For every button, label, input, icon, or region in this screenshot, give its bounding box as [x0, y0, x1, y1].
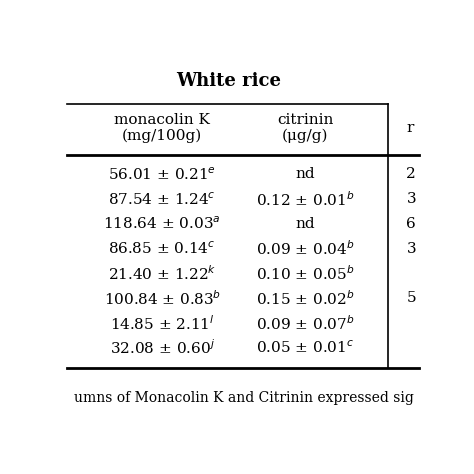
Text: 100.84 ± 0.83$^{b}$: 100.84 ± 0.83$^{b}$ [103, 289, 221, 308]
Text: 6: 6 [406, 217, 416, 231]
Text: 0.09 ± 0.07$^{b}$: 0.09 ± 0.07$^{b}$ [256, 314, 355, 333]
Text: 0.10 ± 0.05$^{b}$: 0.10 ± 0.05$^{b}$ [256, 264, 355, 283]
Text: 118.64 ± 0.03$^{a}$: 118.64 ± 0.03$^{a}$ [103, 216, 221, 232]
Text: 32.08 ± 0.60$^{j}$: 32.08 ± 0.60$^{j}$ [109, 339, 215, 357]
Text: 5: 5 [406, 292, 416, 306]
Text: r: r [406, 121, 414, 135]
Text: citrinin
(μg/g): citrinin (μg/g) [277, 113, 334, 144]
Text: 21.40 ± 1.22$^{k}$: 21.40 ± 1.22$^{k}$ [108, 264, 216, 283]
Text: 0.12 ± 0.01$^{b}$: 0.12 ± 0.01$^{b}$ [256, 190, 355, 209]
Text: 56.01 ± 0.21$^{e}$: 56.01 ± 0.21$^{e}$ [108, 166, 216, 182]
Text: 87.54 ± 1.24$^{c}$: 87.54 ± 1.24$^{c}$ [109, 191, 216, 208]
Text: 3: 3 [406, 242, 416, 256]
Text: 0.15 ± 0.02$^{b}$: 0.15 ± 0.02$^{b}$ [256, 289, 355, 308]
Text: White rice: White rice [176, 72, 281, 90]
Text: nd: nd [296, 167, 315, 182]
Text: monacolin K
(mg/100g): monacolin K (mg/100g) [114, 113, 210, 144]
Text: 0.09 ± 0.04$^{b}$: 0.09 ± 0.04$^{b}$ [256, 239, 355, 258]
Text: 86.85 ± 0.14$^{c}$: 86.85 ± 0.14$^{c}$ [109, 241, 216, 257]
Text: 0.05 ± 0.01$^{c}$: 0.05 ± 0.01$^{c}$ [256, 340, 355, 356]
Text: 14.85 ± 2.11$^{l}$: 14.85 ± 2.11$^{l}$ [110, 314, 214, 333]
Text: nd: nd [296, 217, 315, 231]
Text: umns of Monacolin K and Citrinin expressed sig: umns of Monacolin K and Citrinin express… [74, 391, 414, 405]
Text: 3: 3 [406, 192, 416, 206]
Text: 2: 2 [406, 167, 416, 182]
